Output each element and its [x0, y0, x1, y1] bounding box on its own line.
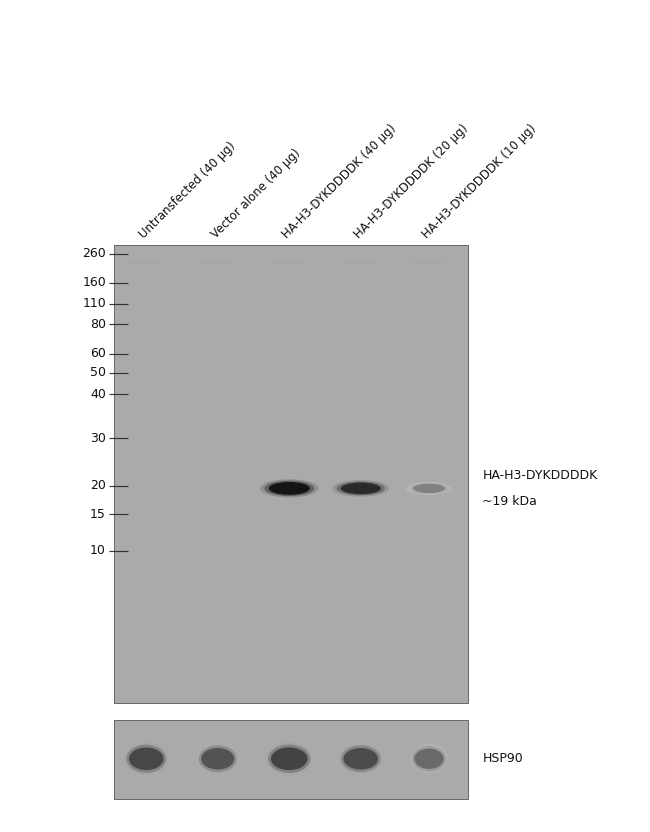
Text: 30: 30	[90, 432, 106, 445]
Ellipse shape	[337, 481, 385, 495]
Ellipse shape	[341, 745, 381, 772]
Text: 80: 80	[90, 318, 106, 331]
Ellipse shape	[343, 260, 379, 264]
Ellipse shape	[202, 748, 234, 770]
Ellipse shape	[126, 745, 166, 773]
Text: HA-H3-DYKDDDDK (20 μg): HA-H3-DYKDDDDK (20 μg)	[352, 122, 471, 241]
Text: 20: 20	[90, 479, 106, 493]
Bar	[114, 245, 468, 703]
Text: HA-H3-DYKDDDDK (40 μg): HA-H3-DYKDDDDK (40 μg)	[280, 122, 399, 241]
Ellipse shape	[129, 747, 164, 770]
Text: HSP90: HSP90	[482, 752, 523, 765]
Text: 110: 110	[82, 297, 106, 310]
Ellipse shape	[260, 479, 318, 498]
Ellipse shape	[269, 482, 310, 495]
Ellipse shape	[265, 481, 314, 496]
Ellipse shape	[200, 260, 235, 264]
Text: 60: 60	[90, 347, 106, 360]
Ellipse shape	[271, 747, 307, 770]
Ellipse shape	[414, 749, 444, 769]
Ellipse shape	[412, 746, 446, 771]
Ellipse shape	[129, 260, 164, 264]
Ellipse shape	[332, 480, 389, 497]
Ellipse shape	[199, 745, 237, 772]
Bar	[114, 720, 468, 799]
Ellipse shape	[339, 743, 383, 775]
Ellipse shape	[266, 742, 313, 775]
Text: HA-H3-DYKDDDDK (10 μg): HA-H3-DYKDDDDK (10 μg)	[420, 122, 539, 241]
Text: Vector alone (40 μg): Vector alone (40 μg)	[209, 147, 303, 241]
Text: Untransfected (40 μg): Untransfected (40 μg)	[137, 140, 239, 241]
Ellipse shape	[341, 483, 381, 494]
Ellipse shape	[413, 483, 445, 493]
Text: 50: 50	[90, 366, 106, 379]
Ellipse shape	[124, 742, 168, 775]
Ellipse shape	[272, 260, 307, 264]
Ellipse shape	[410, 483, 448, 494]
Ellipse shape	[411, 260, 447, 264]
Text: 260: 260	[82, 247, 106, 260]
Text: 15: 15	[90, 508, 106, 521]
Text: ~19 kDa: ~19 kDa	[482, 495, 537, 508]
Ellipse shape	[196, 743, 239, 775]
Text: HA-H3-DYKDDDDK: HA-H3-DYKDDDDK	[482, 468, 597, 482]
Ellipse shape	[268, 745, 310, 773]
Ellipse shape	[343, 748, 378, 770]
Ellipse shape	[406, 482, 452, 495]
Text: 10: 10	[90, 544, 106, 557]
Text: 40: 40	[90, 388, 106, 401]
Text: 160: 160	[82, 276, 106, 290]
Ellipse shape	[410, 744, 448, 774]
